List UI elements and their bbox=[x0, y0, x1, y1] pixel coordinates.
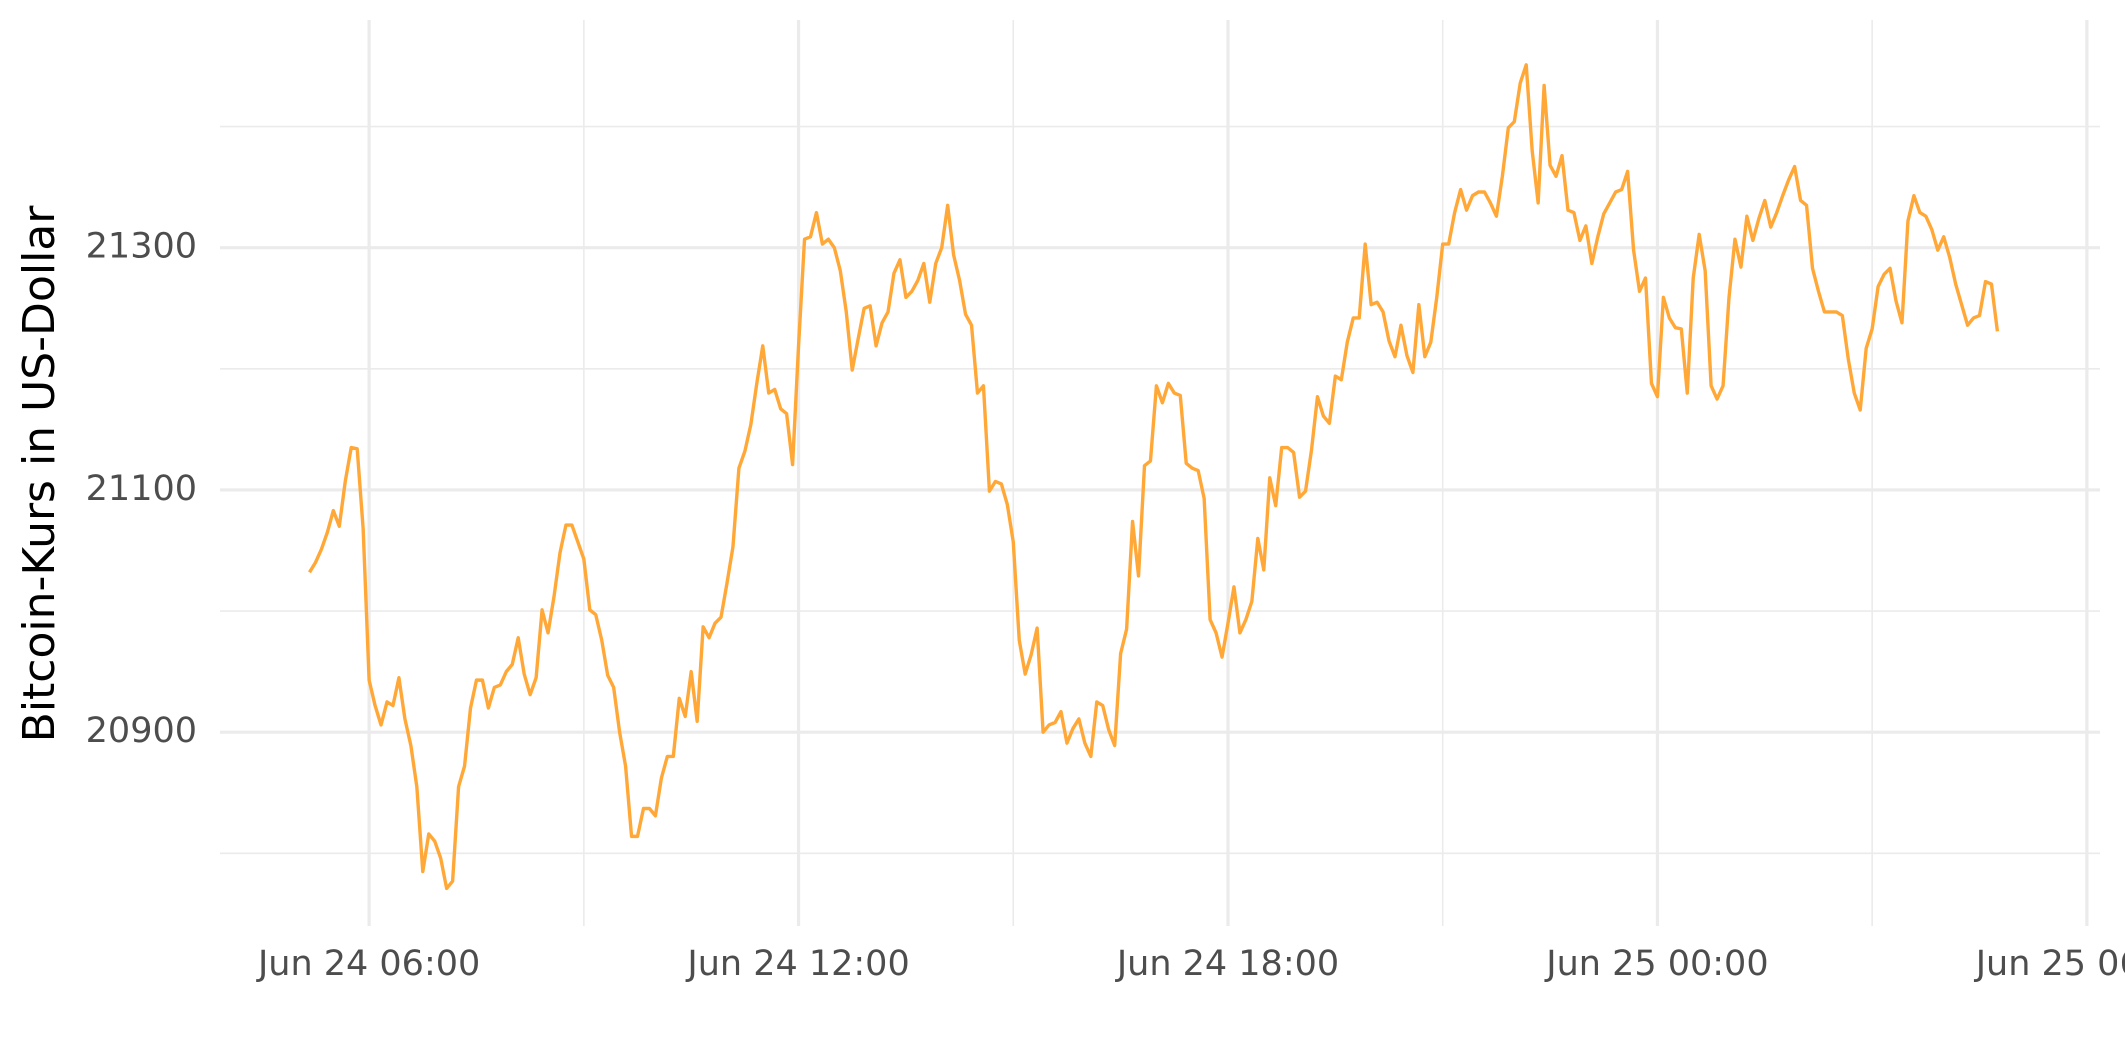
y-tick-label: 21300 bbox=[86, 227, 197, 267]
y-axis-title: Bitcoin-Kurs in US-Dollar bbox=[14, 205, 65, 743]
x-tick-label: Jun 24 12:00 bbox=[685, 944, 909, 984]
x-tick-label: Jun 25 00:00 bbox=[1544, 944, 1768, 984]
price-line bbox=[308, 63, 2000, 891]
y-tick-label: 20900 bbox=[86, 711, 197, 751]
x-tick-label: Jun 25 06:00 bbox=[1974, 944, 2125, 984]
y-tick-label: 21100 bbox=[86, 469, 197, 509]
x-tick-label: Jun 24 06:00 bbox=[256, 944, 480, 984]
x-tick-label: Jun 24 18:00 bbox=[1115, 944, 1339, 984]
